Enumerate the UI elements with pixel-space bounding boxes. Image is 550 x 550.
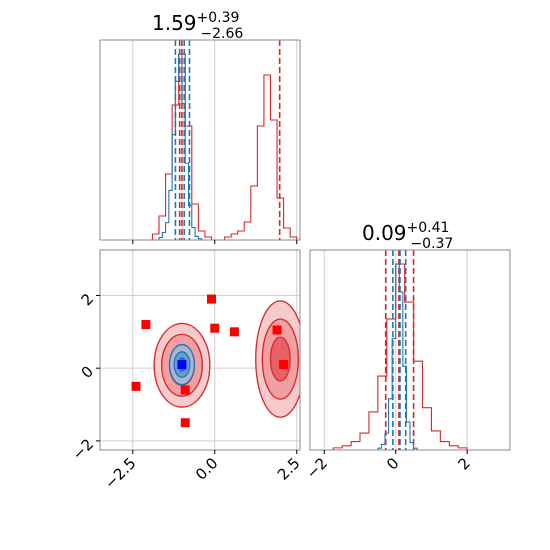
scatter-content (100, 250, 300, 450)
x-tick-label: 0 (383, 454, 402, 473)
y-tick-label: 2 (78, 290, 97, 309)
x-tick-label: −2.5 (101, 454, 139, 492)
x-tick-label: −2 (303, 454, 331, 482)
x-tick-label: 2.5 (274, 454, 304, 484)
y-tick-label: −2 (69, 435, 97, 463)
right-hist-title: 0.09+0.41 −0.37 (362, 220, 453, 252)
blue-marker (177, 360, 187, 370)
hist-step-1 (158, 53, 203, 240)
red-marker (131, 381, 141, 391)
right-hist-title-minus: −0.37 (410, 236, 453, 252)
red-marker (141, 320, 151, 330)
red-marker (272, 325, 282, 335)
scatter-panel (99, 249, 301, 451)
red-marker (279, 360, 289, 370)
red-marker (180, 418, 190, 428)
red-marker (206, 294, 216, 304)
top-hist-title-minus: −2.66 (200, 26, 243, 42)
red-marker (180, 385, 190, 395)
right-histogram-panel (309, 249, 511, 451)
top-hist-title-plus: +0.39 (197, 10, 240, 26)
panel-frame (309, 249, 511, 451)
right-hist-title-value: 0.09 (362, 221, 407, 245)
hist-step-1 (377, 263, 418, 450)
red-marker (229, 327, 239, 337)
panel-frame (99, 39, 301, 241)
top-histogram-panel (99, 39, 301, 241)
right-hist-title-plus: +0.41 (407, 220, 450, 236)
top-hist-title: 1.59+0.39 −2.66 (152, 10, 243, 42)
top-hist-title-value: 1.59 (152, 11, 197, 35)
red-marker (210, 323, 220, 333)
x-tick-label: 2 (454, 454, 473, 473)
contour-1-level-2 (269, 336, 291, 382)
panel-frame (99, 249, 301, 451)
x-tick-label: 0.0 (192, 454, 222, 484)
y-tick-label: 0 (78, 363, 97, 382)
